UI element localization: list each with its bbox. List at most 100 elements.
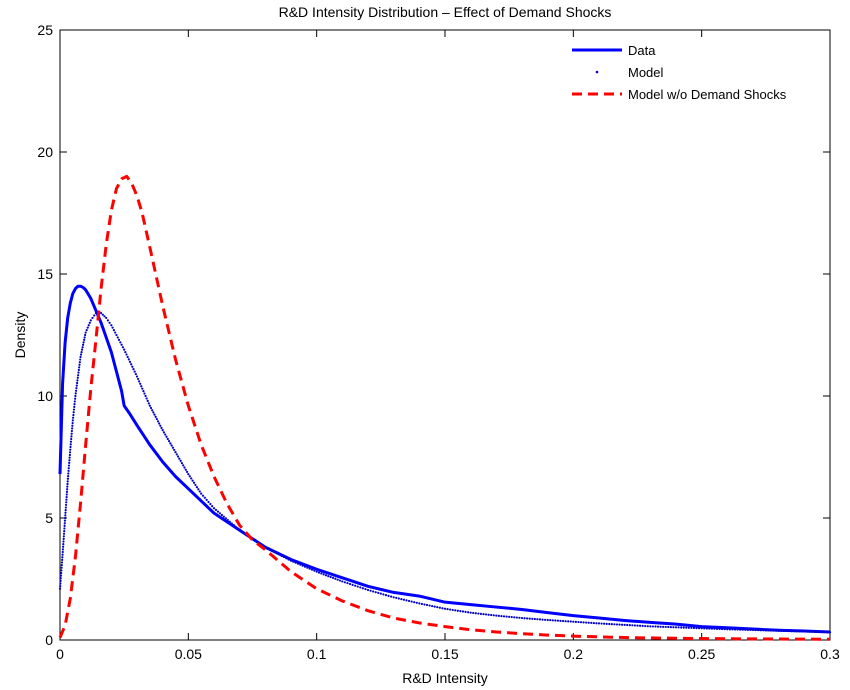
model-point — [73, 403, 76, 406]
model-point — [690, 626, 693, 630]
model-point — [63, 524, 66, 527]
model-point — [61, 556, 64, 559]
model-point — [487, 613, 490, 616]
model-point — [70, 429, 73, 433]
model-point — [705, 627, 708, 630]
model-point — [61, 553, 64, 556]
model-point — [80, 350, 83, 354]
model-point — [75, 387, 78, 390]
model-point — [67, 467, 70, 470]
model-point — [65, 493, 68, 496]
model-point — [469, 611, 472, 614]
model-point — [116, 336, 119, 339]
model-point — [234, 525, 237, 528]
model-point — [209, 502, 212, 506]
model-point — [70, 437, 73, 441]
model-point — [651, 625, 655, 628]
y-axis-title: Density — [12, 312, 28, 359]
model-point — [659, 625, 662, 628]
model-point — [638, 624, 642, 627]
model-point — [66, 477, 70, 480]
model-point — [518, 616, 521, 619]
model-point — [561, 619, 565, 623]
model-point — [544, 618, 547, 621]
model-point — [505, 615, 508, 618]
model-point — [621, 623, 624, 626]
model-point — [59, 577, 62, 580]
model-point — [390, 595, 393, 598]
model-point — [803, 630, 806, 633]
model-point — [397, 597, 400, 600]
model-point — [74, 397, 77, 400]
model-point — [764, 629, 767, 632]
model-point — [541, 618, 544, 621]
x-axis-title: R&D Intensity — [402, 670, 488, 686]
model-point — [377, 591, 380, 595]
model-point — [341, 580, 344, 583]
model-point — [148, 404, 151, 407]
model-point — [574, 620, 578, 623]
model-point — [153, 413, 156, 416]
series-model-w-o-demand-shocks-line — [58, 174, 831, 641]
model-point — [180, 462, 184, 465]
model-point — [170, 444, 173, 447]
model-point — [192, 481, 196, 484]
model-point — [63, 527, 66, 530]
y-tick-label: 15 — [37, 266, 53, 282]
model-point — [322, 573, 325, 576]
model-point — [77, 374, 80, 377]
y-tick-label: 5 — [45, 510, 53, 526]
model-point — [726, 628, 729, 631]
model-point — [746, 628, 749, 631]
model-point — [110, 324, 113, 327]
model-point — [425, 603, 429, 607]
model-point — [610, 623, 613, 626]
model-point — [105, 316, 108, 320]
model-point — [418, 602, 421, 605]
model-point — [60, 566, 63, 569]
legend-label: Model w/o Demand Shocks — [628, 87, 787, 102]
model-point — [718, 627, 721, 631]
model-point — [211, 505, 214, 508]
model-point — [72, 411, 75, 414]
model-point — [59, 579, 62, 582]
model-point — [538, 618, 542, 621]
model-point — [242, 531, 246, 535]
model-point — [459, 610, 462, 613]
model-point — [816, 630, 819, 633]
model-point — [79, 355, 82, 359]
model-point — [238, 529, 241, 532]
model-point — [618, 623, 621, 626]
model-point — [590, 621, 593, 625]
model-point — [567, 620, 570, 623]
model-point — [111, 326, 114, 329]
model-point — [130, 363, 133, 366]
model-point — [72, 413, 75, 417]
model-point — [603, 622, 606, 625]
model-point — [334, 577, 337, 580]
model-point — [595, 622, 598, 625]
model-point — [782, 629, 785, 632]
model-point — [649, 625, 652, 628]
model-point — [67, 464, 71, 467]
model-point — [382, 593, 385, 596]
model-point — [587, 621, 590, 624]
model-point — [410, 600, 413, 603]
model-point — [741, 628, 744, 631]
model-point — [266, 547, 269, 550]
model-point — [299, 563, 302, 566]
model-point — [823, 630, 826, 634]
model-point — [138, 380, 141, 383]
model-point — [198, 490, 201, 493]
model-point — [477, 612, 480, 615]
model-point — [81, 346, 84, 349]
model-point — [58, 587, 62, 590]
model-point — [106, 319, 110, 322]
model-point — [685, 626, 688, 629]
model-point — [66, 482, 69, 486]
model-point — [64, 514, 67, 517]
model-point — [62, 532, 66, 535]
x-tick-label: 0.1 — [307, 646, 327, 662]
model-point — [777, 629, 780, 632]
model-point — [413, 601, 416, 604]
